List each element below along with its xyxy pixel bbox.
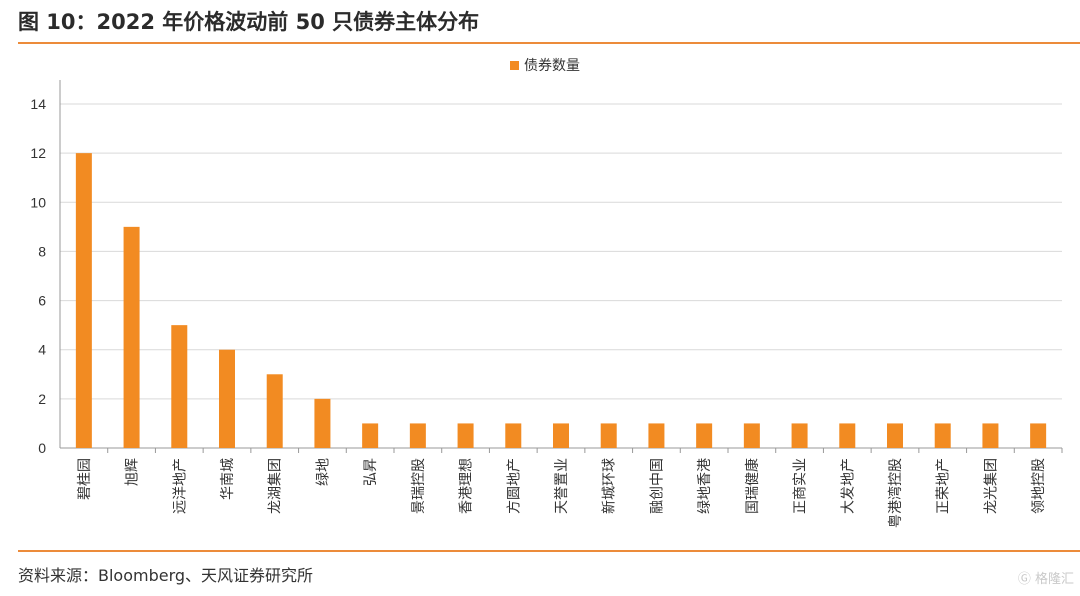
bar <box>934 423 951 448</box>
bar <box>409 423 426 448</box>
bar <box>75 153 92 448</box>
x-category-label: 景瑞控股 <box>411 458 427 514</box>
x-category-label: 远洋地产 <box>172 458 188 514</box>
y-tick-label: 12 <box>30 145 46 161</box>
x-category-label: 旭辉 <box>125 458 141 486</box>
x-category-label: 大发地产 <box>840 458 856 514</box>
bar <box>839 423 856 448</box>
x-category-label: 国瑞健康 <box>744 458 761 514</box>
watermark-text: 格隆汇 <box>1034 572 1074 587</box>
bar <box>505 423 522 448</box>
bar <box>1030 423 1047 448</box>
y-tick-label: 10 <box>30 194 46 210</box>
top-divider <box>18 42 1080 44</box>
x-category-label: 融创中国 <box>649 458 665 514</box>
bar <box>219 349 235 448</box>
x-category-label: 正商实业 <box>793 458 809 514</box>
bottom-divider <box>18 550 1080 552</box>
bar <box>457 423 474 448</box>
bar <box>982 423 999 448</box>
x-category-label: 粤港湾控股 <box>887 458 904 528</box>
bar <box>696 423 713 448</box>
bar <box>600 423 617 448</box>
x-category-label: 方圆地产 <box>506 458 522 514</box>
bar <box>648 423 665 448</box>
x-category-label: 香港理想 <box>459 458 475 514</box>
bar <box>362 423 379 448</box>
watermark: Ⓖ 格隆汇 <box>1018 568 1074 587</box>
legend-label: 债券数量 <box>524 58 580 74</box>
bar <box>791 423 808 448</box>
x-category-label: 弘昇 <box>363 458 379 486</box>
x-category-label: 正荣地产 <box>936 458 952 514</box>
source-note: 资料来源：Bloomberg、天风证券研究所 <box>18 566 314 585</box>
legend-swatch <box>510 61 519 70</box>
x-category-label: 龙湖集团 <box>267 458 284 514</box>
x-category-label: 绿地香港 <box>697 458 713 514</box>
bar-chart: 0 2 4 6 8 10 12 14 碧桂园 旭辉 远洋地产 华南城 龙湖集团 绿地 弘昇 景瑞控股 香港理想 方… <box>30 58 1063 528</box>
x-category-label: 领地控股 <box>1031 458 1047 514</box>
bar <box>314 398 331 448</box>
x-category-label: 天誉置业 <box>554 458 570 514</box>
bar <box>553 423 569 448</box>
bar <box>171 325 188 448</box>
x-category-label: 华南城 <box>220 458 236 500</box>
x-category-label: 碧桂园 <box>77 458 93 500</box>
y-tick-label: 2 <box>38 391 46 407</box>
bar <box>887 423 903 448</box>
figure-title: 图 10：2022 年价格波动前 50 只债券主体分布 <box>18 10 480 34</box>
x-category-label: 绿地 <box>315 458 331 486</box>
watermark-logo-icon: Ⓖ <box>1017 572 1031 587</box>
figure-header: 图 10：2022 年价格波动前 50 只债券主体分布 <box>0 0 1080 46</box>
y-tick-label: 4 <box>38 342 46 358</box>
bar <box>266 374 283 448</box>
y-tick-label: 14 <box>30 96 46 112</box>
y-tick-label: 8 <box>38 243 46 259</box>
x-category-label: 新城环球 <box>602 458 618 514</box>
y-tick-label: 0 <box>38 440 46 456</box>
bar <box>743 423 760 448</box>
bar <box>123 226 140 448</box>
x-category-label: 龙光集团 <box>982 458 999 514</box>
y-tick-label: 6 <box>38 293 46 309</box>
